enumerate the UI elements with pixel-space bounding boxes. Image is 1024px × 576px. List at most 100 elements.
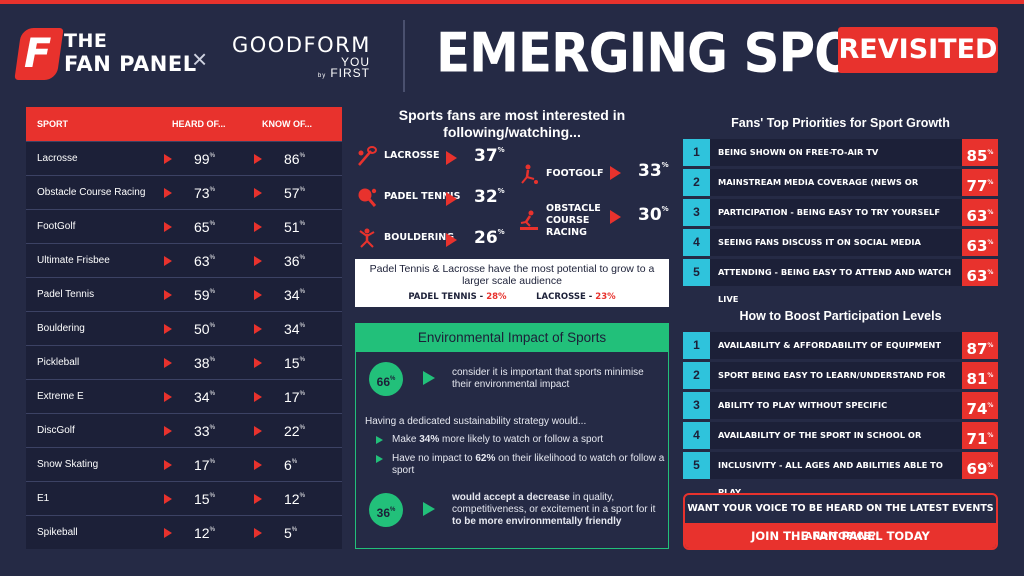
- red-arrow-icon: [254, 391, 262, 402]
- red-arrow-icon: [254, 357, 262, 368]
- partner-sub-line-1: YOU: [340, 55, 370, 69]
- item-value-num: 63: [966, 207, 988, 225]
- heard-cell: 17%: [164, 457, 254, 473]
- interest-value-num: 30: [638, 205, 662, 225]
- red-arrow-icon: [164, 187, 172, 198]
- item-value: 77%: [962, 169, 998, 196]
- heard-num: 15: [194, 490, 210, 507]
- item-label: ABILITY TO PLAY WITHOUT SPECIFIC INFRAST…: [710, 392, 962, 437]
- pct-sign: %: [299, 152, 305, 159]
- pct-sign: %: [209, 458, 215, 465]
- know-num: 51: [284, 218, 300, 235]
- arrow-icon: [446, 192, 457, 206]
- interest-label: PADEL TENNIS: [384, 191, 461, 202]
- participation-item: 2 SPORT BEING EASY TO LEARN/UNDERSTAND FO…: [683, 362, 998, 407]
- priorities-item: 4 SEEING FANS DISCUSS IT ON SOCIAL MEDIA 6…: [683, 229, 998, 256]
- interest-label-multiline: OBSTACLE COURSE RACING: [546, 203, 601, 239]
- obstacle-label-l2: COURSE: [546, 215, 590, 226]
- know-num: 22: [284, 422, 300, 439]
- item-label: SEEING FANS DISCUSS IT ON SOCIAL MEDIA: [710, 229, 962, 256]
- heard-num: 33: [194, 422, 210, 439]
- sport-name: Bouldering: [37, 323, 85, 334]
- strategy-lead: Having a dedicated sustainability strate…: [365, 416, 587, 427]
- potential-b-label: LACROSSE -: [536, 292, 593, 302]
- sport-name: DiscGolf: [37, 425, 75, 436]
- partner-sub-line-2: by FIRST: [300, 67, 370, 82]
- item-label: PARTICIPATION - BEING EASY TO TRY YOURSE…: [710, 199, 962, 226]
- partner-sub-logo: YOU by FIRST: [300, 55, 370, 82]
- know-value: 34%: [284, 287, 305, 303]
- footgolf-icon: [521, 164, 538, 184]
- pct-sign: %: [299, 390, 305, 397]
- pct-sign: %: [209, 356, 215, 363]
- red-arrow-icon: [254, 493, 262, 504]
- obstacle-label-l1: OBSTACLE: [546, 203, 601, 214]
- stat1-value: 66: [376, 375, 390, 389]
- pct-sign: %: [497, 228, 505, 236]
- green-arrow-icon: [423, 371, 435, 385]
- know-cell: 34%: [254, 321, 342, 337]
- red-arrow-icon: [164, 527, 172, 538]
- potential-callout: Padel Tennis & Lacrosse have the most po…: [355, 259, 669, 307]
- heard-num: 38: [194, 354, 210, 371]
- know-value: 86%: [284, 151, 305, 167]
- item-value-num: 63: [966, 237, 988, 255]
- item-value: 63%: [962, 259, 998, 286]
- pct-sign: %: [299, 492, 305, 499]
- pct-sign: %: [299, 322, 305, 329]
- know-value: 6%: [284, 457, 297, 473]
- potential-a-value: 28%: [486, 292, 507, 302]
- pct-sign: %: [987, 179, 994, 186]
- obstacle-icon: [520, 210, 538, 230]
- rank-number: 4: [683, 229, 710, 256]
- table-row: Padel Tennis 59% 34%: [26, 277, 342, 311]
- red-arrow-icon: [254, 187, 262, 198]
- table-header: SPORT HEARD OF... KNOW OF...: [26, 107, 342, 141]
- know-value: 34%: [284, 321, 305, 337]
- pct-sign: %: [987, 269, 994, 276]
- heard-cell: 15%: [164, 491, 254, 507]
- know-value: 51%: [284, 219, 305, 235]
- know-cell: 6%: [254, 457, 342, 473]
- heard-value: 38%: [194, 355, 215, 371]
- sport-name: Extreme E: [37, 391, 84, 402]
- pct-sign: %: [390, 376, 396, 382]
- join-button[interactable]: JOIN THE FAN PANEL TODAY: [685, 523, 996, 548]
- item-value-num: 69: [966, 460, 988, 478]
- heard-value: 34%: [194, 389, 215, 405]
- pct-sign: %: [987, 149, 994, 156]
- red-arrow-icon: [164, 153, 172, 164]
- arrow-icon: [610, 166, 621, 180]
- rank-number: 2: [683, 169, 710, 196]
- know-cell: 34%: [254, 287, 342, 303]
- item-value: 71%: [962, 422, 998, 449]
- item-value-num: 63: [966, 267, 988, 285]
- pct-sign: %: [987, 432, 994, 439]
- table-row: E1 15% 12%: [26, 481, 342, 515]
- awareness-table: SPORT HEARD OF... KNOW OF... Lacrosse 99%…: [26, 107, 342, 549]
- table-body: Lacrosse 99% 86% Obstacle Course Racing 73% 5…: [26, 141, 342, 549]
- red-arrow-icon: [164, 323, 172, 334]
- heard-cell: 63%: [164, 253, 254, 269]
- stat2-a: would accept a decrease: [452, 492, 570, 503]
- item-label: AVAILABILITY OF THE SPORT IN SCHOOL OR C…: [710, 422, 962, 467]
- participation-item: 5 INCLUSIVITY - ALL AGES AND ABILITIES AB…: [683, 452, 998, 497]
- col-sport: SPORT: [37, 119, 69, 129]
- item-label: SPORT BEING EASY TO LEARN/UNDERSTAND FOR…: [710, 362, 962, 407]
- pct-sign: %: [299, 220, 305, 227]
- heard-num: 50: [194, 320, 210, 337]
- bouldering-icon: [359, 228, 375, 248]
- stat2-text: would accept a decrease in quality, comp…: [452, 492, 664, 528]
- red-arrow-icon: [254, 255, 262, 266]
- know-value: 36%: [284, 253, 305, 269]
- heard-value: 12%: [194, 525, 215, 541]
- interest-value-num: 32: [474, 187, 498, 207]
- bullet-2: Have no impact to 62% on their likelihoo…: [392, 453, 667, 477]
- header-divider: [403, 20, 405, 92]
- pct-sign: %: [390, 507, 396, 513]
- pct-sign: %: [987, 402, 994, 409]
- know-cell: 51%: [254, 219, 342, 235]
- heard-value: 59%: [194, 287, 215, 303]
